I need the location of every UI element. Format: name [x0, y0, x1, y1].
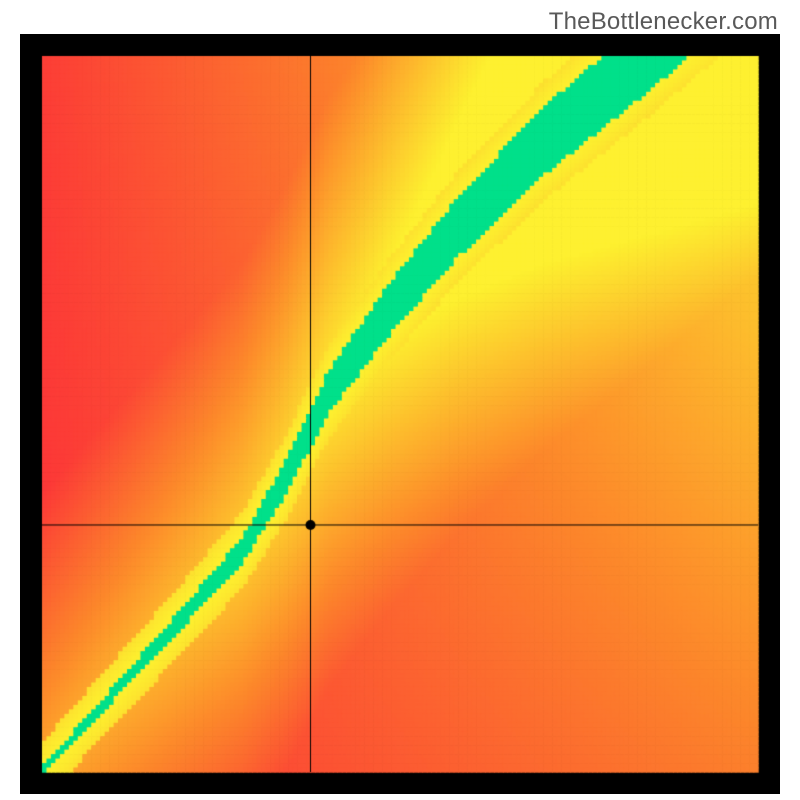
chart-wrapper: TheBottlenecker.com	[0, 0, 800, 800]
chart-outer-frame	[20, 34, 780, 794]
watermark-text: TheBottlenecker.com	[549, 8, 778, 36]
heatmap-canvas	[20, 34, 780, 794]
